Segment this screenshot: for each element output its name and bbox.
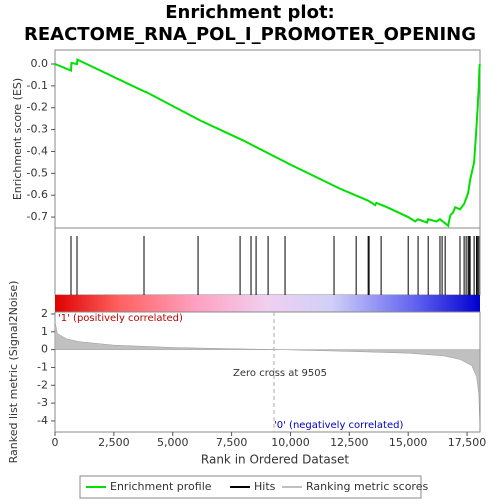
- y-tick-label: -3: [37, 396, 48, 409]
- legend-label: Ranking metric scores: [306, 480, 428, 493]
- legend-label: Enrichment profile: [110, 480, 212, 493]
- x-tick-label: 15,000: [389, 436, 428, 449]
- x-tick-label: 17,500: [448, 436, 487, 449]
- y-axis-label: Ranked list metric (Signal2Noise): [7, 281, 20, 464]
- legend-label: Hits: [254, 480, 276, 493]
- x-tick-label: 0: [52, 436, 59, 449]
- legend: [79, 475, 422, 499]
- x-tick-label: 5,000: [157, 436, 189, 449]
- y-tick-label: -0.7: [27, 210, 48, 223]
- metric-panel: [54, 311, 481, 433]
- y-tick-label: 2: [41, 307, 48, 320]
- y-tick-label: -1: [37, 360, 48, 373]
- chart-title: Enrichment plot:: [165, 2, 335, 23]
- y-tick-label: -2: [37, 378, 48, 391]
- y-tick-label: -0.4: [27, 144, 48, 157]
- y-tick-label: -4: [37, 414, 48, 427]
- y-tick-label: 0: [41, 343, 48, 356]
- annotation: '1' (positively correlated): [58, 313, 183, 324]
- hits-panel: [54, 227, 481, 296]
- es-panel: [54, 49, 481, 229]
- x-tick-label: 2,500: [98, 436, 130, 449]
- y-tick-label: -0.2: [27, 101, 48, 114]
- y-tick-label: -0.5: [27, 166, 48, 179]
- annotation: '0' (negatively correlated): [274, 420, 403, 431]
- x-tick-label: 7,500: [216, 436, 248, 449]
- x-tick-label: 10,000: [271, 436, 310, 449]
- y-tick-label: 0.0: [31, 57, 49, 70]
- y-axis-label: Enrichment score (ES): [11, 78, 24, 200]
- y-tick-label: 1: [41, 325, 48, 338]
- enrichment-line: [54, 58, 481, 228]
- metric-area: [54, 321, 481, 427]
- chart-subtitle: REACTOME_RNA_POL_I_PROMOTER_OPENING: [24, 24, 476, 45]
- x-axis-label: Rank in Ordered Dataset: [201, 453, 349, 467]
- x-tick-label: 12,500: [330, 436, 369, 449]
- y-tick-label: -0.6: [27, 188, 48, 201]
- rank-color-bar: [55, 295, 480, 312]
- annotation: Zero cross at 9505: [233, 368, 327, 379]
- y-tick-label: -0.1: [27, 79, 48, 92]
- y-tick-label: -0.3: [27, 123, 48, 136]
